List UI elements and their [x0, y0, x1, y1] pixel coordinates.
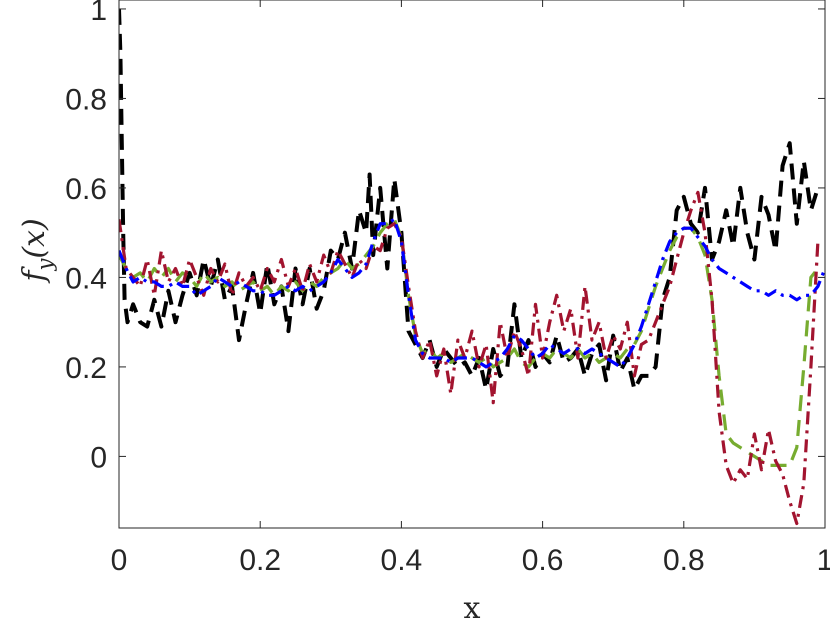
x-tick-label: 0 [111, 544, 128, 577]
x-tick-label: 0.6 [522, 544, 564, 577]
y-tick-label: 0.6 [65, 173, 107, 206]
y-axis-label-subscript: y [33, 258, 57, 272]
series-line-2 [119, 217, 820, 467]
x-axis-label: x [464, 591, 481, 624]
series-line-3 [119, 190, 820, 526]
axes-layer [118, 0, 826, 529]
y-axis-label: fy(x) [17, 218, 57, 283]
y-tick-labels: 0 0.2 0.4 0.6 0.8 1 [65, 0, 107, 474]
x-tick-label: 0.4 [381, 544, 423, 577]
x-tick-label: 1 [817, 544, 830, 577]
x-tick-label: 0.2 [239, 544, 281, 577]
y-tick-label: 0.2 [65, 352, 107, 385]
series-layer [119, 8, 825, 526]
y-tick-label: 0.4 [65, 262, 107, 295]
plot-frame [118, 0, 826, 529]
y-tick-label: 0.8 [65, 83, 107, 116]
series-line-4 [119, 217, 825, 369]
y-axis-label-arg: (x) [17, 218, 52, 258]
y-tick-label: 1 [90, 0, 107, 27]
x-tick-label: 0.8 [663, 544, 705, 577]
series-line-1 [119, 8, 820, 392]
x-tick-labels: 0 0.2 0.4 0.6 0.8 1 [111, 544, 830, 577]
y-tick-label: 0 [90, 441, 107, 474]
